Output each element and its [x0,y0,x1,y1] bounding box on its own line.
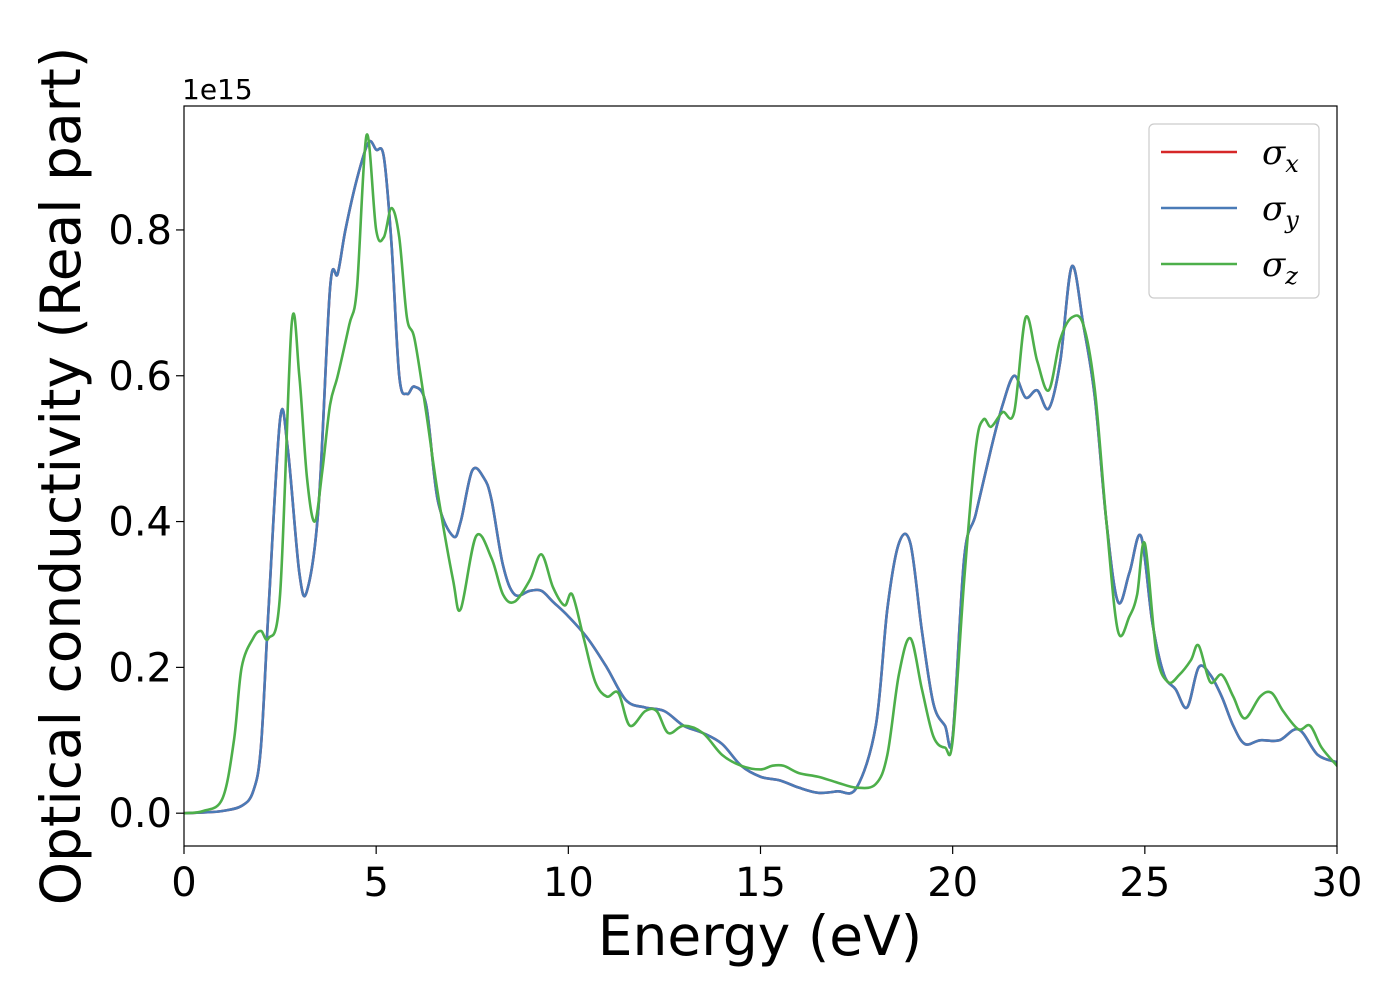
y-tick-label: 0.2 [108,645,172,691]
y-offset-label: 1e15 [182,73,253,106]
y-axis-ticks: 0.0 0.2 0.4 0.6 0.8 [108,208,184,837]
series-layer [184,133,1337,815]
y-tick-label: 0.6 [108,354,172,400]
series-line-z [184,133,1337,815]
y-tick-label: 0.0 [108,791,172,837]
x-tick-label: 5 [363,860,388,906]
legend-label-x: σx [1262,133,1299,178]
x-tick-label: 10 [543,860,594,906]
legend-box [1148,123,1320,299]
x-tick-label: 15 [735,860,786,906]
y-tick-label: 0.8 [108,208,172,254]
x-axis-label: Energy (eV) [598,904,922,968]
x-axis-ticks: 0 5 10 15 20 25 30 [171,846,1362,906]
series-line-y [184,139,1337,815]
x-tick-label: 25 [1119,860,1170,906]
y-tick-label: 0.4 [108,500,172,546]
x-tick-label: 0 [171,860,196,906]
y-axis-label: Optical conductivity (Real part) [29,47,93,906]
x-tick-label: 30 [1312,860,1363,906]
x-tick-label: 20 [927,860,978,906]
